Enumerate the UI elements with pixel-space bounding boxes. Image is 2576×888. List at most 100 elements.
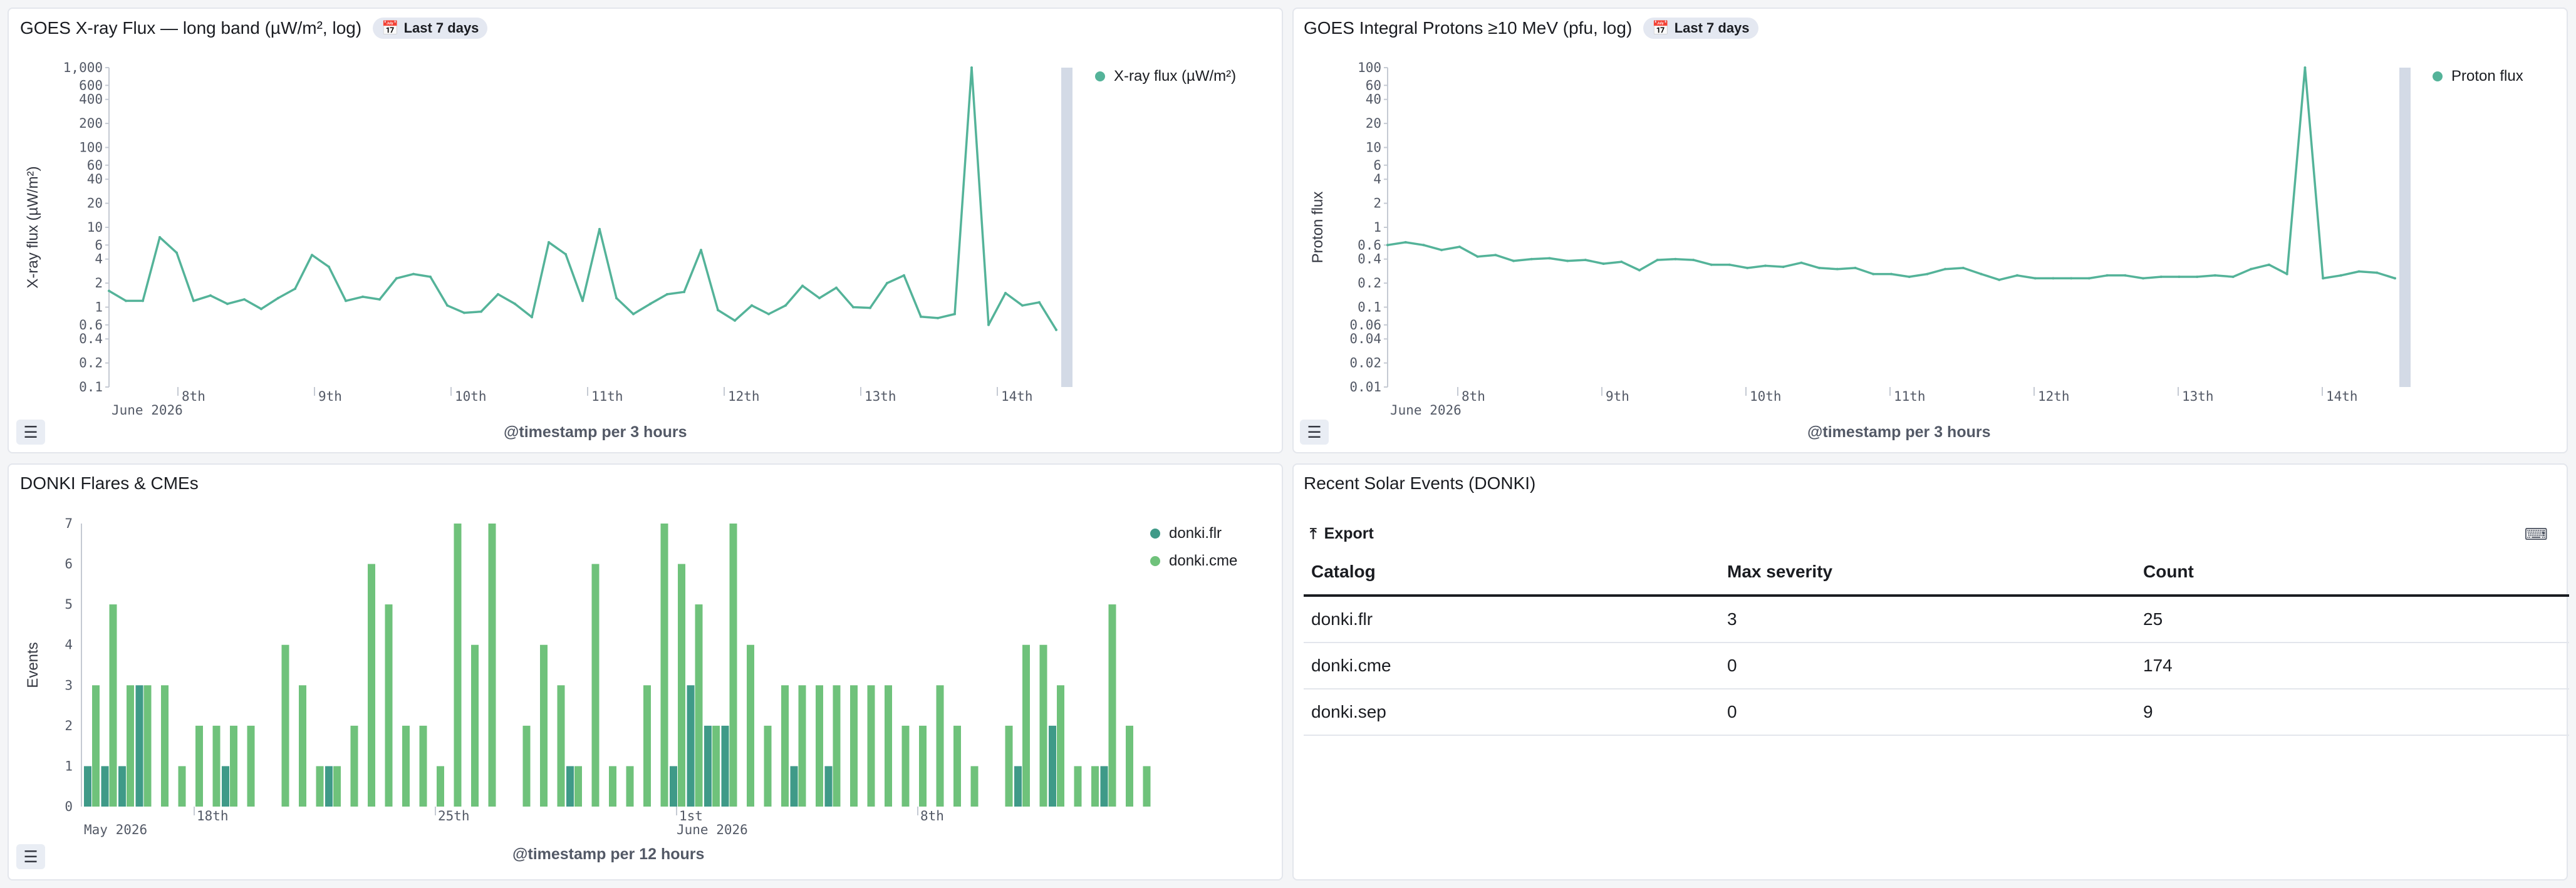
bar-flr — [118, 766, 126, 807]
panel-title: DONKI Flares & CMEs — [20, 473, 199, 493]
data-point — [649, 302, 652, 306]
bar-flr — [687, 685, 695, 807]
calendar-icon: 📅 — [382, 20, 399, 36]
data-point — [1674, 257, 1677, 261]
legend-item-cme[interactable]: donki.cme — [1150, 552, 1237, 570]
x-tick-label: 14th — [1001, 389, 1033, 404]
data-point — [1692, 259, 1695, 262]
proton-line-chart[interactable]: 0.01 0.02 0.040.06 0.1 0.2 0.40.6 1 2 46 10 20 4060… — [1294, 9, 2569, 455]
y-tick-label: 1 — [65, 758, 73, 773]
data-point — [1548, 257, 1551, 260]
data-point — [412, 272, 415, 276]
x-tick-label: 12th — [2038, 389, 2070, 404]
data-point — [1038, 301, 1041, 304]
y-tick-label: 60 — [87, 158, 103, 173]
bar-cme — [609, 766, 616, 807]
y-tick-label: 0.2 — [79, 356, 103, 371]
data-point — [852, 306, 854, 309]
export-button[interactable]: ⤒ Export — [1310, 525, 1374, 543]
bar-cme — [591, 564, 600, 807]
events-panel: Recent Solar Events (DONKI) ⤒ Export ⌨ C… — [1292, 463, 2569, 880]
data-point — [903, 274, 905, 277]
bar-cme — [678, 564, 685, 807]
x-axis-date: May 2026 — [84, 822, 147, 837]
bar-flr — [824, 766, 833, 807]
xray-panel: GOES X-ray Flux — long band (µW/m², log)… — [8, 8, 1283, 453]
legend-toggle-button[interactable]: ☰ — [16, 420, 45, 445]
data-point — [243, 298, 246, 301]
legend-item[interactable]: Proton flux — [2433, 68, 2523, 85]
y-tick-label: 1,000 — [63, 60, 103, 75]
column-header[interactable]: Count — [2136, 549, 2569, 597]
data-point — [1782, 266, 1785, 269]
bar-cme — [522, 725, 531, 807]
bar-cme — [488, 524, 496, 807]
bar-cme — [1074, 766, 1082, 807]
data-point — [311, 254, 313, 257]
table-cell: donki.cme — [1304, 643, 1720, 689]
x-tick-label: 8th — [182, 389, 205, 404]
donki-legend: donki.flr donki.cme — [1150, 525, 1237, 580]
legend-item[interactable]: X-ray flux (µW/m²) — [1095, 68, 1236, 85]
legend-toggle-button[interactable]: ☰ — [1300, 420, 1329, 445]
time-range-badge[interactable]: 📅 Last 7 days — [1643, 18, 1758, 39]
data-point — [158, 235, 161, 239]
panel-title: Recent Solar Events (DONKI) — [1304, 473, 1536, 493]
export-label: Export — [1324, 525, 1374, 542]
table-row: donki.flr 3 25 — [1304, 596, 2569, 643]
data-point — [497, 292, 499, 296]
data-point — [734, 319, 736, 322]
data-point — [2033, 277, 2037, 280]
column-header[interactable]: Catalog — [1304, 549, 1720, 597]
data-point — [1476, 255, 1479, 258]
data-point — [1998, 278, 2001, 281]
data-point — [548, 240, 550, 244]
x-tick-label: 11th — [1894, 389, 1926, 404]
y-tick-label: 4 — [1373, 172, 1381, 187]
x-tick-label: 8th — [1462, 389, 1485, 404]
y-tick-label: 0.06 — [1349, 318, 1381, 333]
y-tick-label: 400 — [79, 92, 103, 107]
data-point — [328, 266, 330, 269]
y-tick-label: 0.2 — [1358, 276, 1381, 291]
data-point — [1440, 249, 1443, 252]
bar-cme — [695, 604, 703, 807]
table-cell: 25 — [2136, 596, 2569, 643]
data-point — [750, 304, 753, 307]
data-point — [717, 309, 719, 312]
data-point — [1980, 272, 1983, 276]
xray-panel-title-row: GOES X-ray Flux — long band (µW/m², log)… — [20, 18, 488, 39]
data-point — [1620, 261, 1623, 264]
y-tick-label: 10 — [87, 220, 103, 235]
donki-bar-chart[interactable]: 0 1 2 3 4 5 6 7 Events 18th 25th 1st 8th May 2026 June… — [9, 465, 1284, 882]
time-range-label: Last 7 days — [403, 20, 479, 36]
bar-flr — [325, 766, 333, 807]
data-point — [1602, 262, 1605, 266]
data-point — [1494, 254, 1497, 257]
legend-toggle-button[interactable]: ☰ — [16, 844, 45, 869]
x-tick-label: 25th — [438, 808, 470, 823]
legend-item-flr[interactable]: donki.flr — [1150, 525, 1237, 542]
column-header[interactable]: Max severity — [1720, 549, 2136, 597]
data-point — [1386, 244, 1389, 247]
data-point — [480, 310, 482, 313]
y-tick-label: 0.1 — [79, 379, 103, 395]
data-point — [108, 289, 110, 292]
data-point — [818, 296, 821, 299]
data-point — [632, 312, 635, 316]
table-cell: donki.flr — [1304, 596, 1720, 643]
y-axis-title: Events — [24, 642, 41, 688]
y-tick-label: 200 — [79, 116, 103, 131]
table-cell: 3 — [1720, 596, 2136, 643]
data-point — [1566, 259, 1569, 262]
bar-flr — [101, 766, 109, 807]
data-point — [2159, 276, 2163, 279]
keyboard-icon[interactable]: ⌨ — [2524, 525, 2548, 544]
bar-cme — [1143, 766, 1151, 807]
y-tick-label: 2 — [95, 276, 103, 291]
upload-icon: ⤒ — [1310, 525, 1317, 542]
data-point — [987, 323, 990, 326]
time-range-badge[interactable]: 📅 Last 7 days — [373, 18, 488, 39]
data-point — [2322, 277, 2325, 280]
